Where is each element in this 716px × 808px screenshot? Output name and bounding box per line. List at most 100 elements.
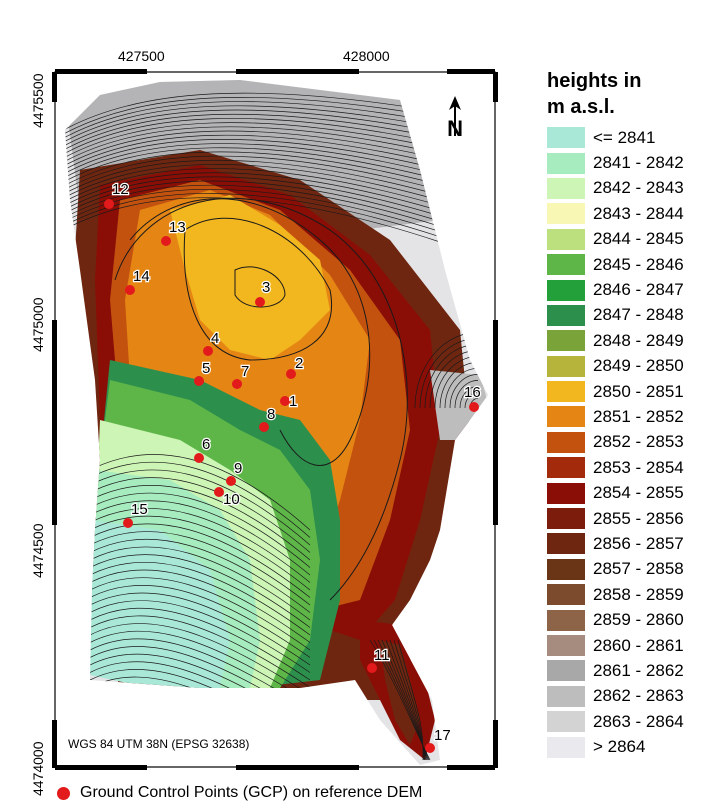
gcp-marker bbox=[203, 346, 213, 356]
gcp-point: 6 bbox=[194, 435, 212, 463]
contour-line bbox=[89, 492, 311, 568]
contour-line bbox=[65, 118, 441, 157]
contour-line bbox=[89, 569, 311, 643]
contour-line bbox=[89, 500, 311, 576]
contour-line bbox=[65, 134, 441, 173]
gcp-marker bbox=[280, 396, 290, 406]
contour-line bbox=[65, 139, 441, 177]
legend-label: 2849 - 2850 bbox=[593, 356, 684, 376]
contour-line bbox=[65, 184, 441, 227]
contour-line bbox=[439, 362, 479, 409]
legend-row: 2841 - 2842 bbox=[547, 150, 715, 175]
contour-line bbox=[65, 159, 441, 197]
legend-row: 2843 - 2844 bbox=[547, 201, 715, 226]
legend-row: 2842 - 2843 bbox=[547, 176, 715, 201]
graticule-bars bbox=[52, 69, 498, 770]
contour-line bbox=[65, 155, 441, 193]
gcp-label: 7 bbox=[241, 363, 249, 380]
contour-line bbox=[65, 193, 441, 238]
gcp-point: 7 bbox=[232, 362, 251, 389]
contour-line bbox=[89, 469, 311, 546]
legend-rows: <= 2841 2841 - 2842 2842 - 2843 2843 - 2844… bbox=[547, 125, 715, 760]
legend-label: 2843 - 2844 bbox=[593, 203, 684, 223]
legend-swatch bbox=[547, 660, 585, 682]
contour-line bbox=[114, 197, 408, 601]
legend-row: 2848 - 2849 bbox=[547, 328, 715, 353]
legend-title: heights in m a.s.l. bbox=[547, 68, 715, 120]
legend-label: 2845 - 2846 bbox=[593, 254, 684, 274]
crs-label: WGS 84 UTM 38N (EPSG 32638) bbox=[68, 737, 250, 751]
legend-swatch bbox=[547, 685, 585, 707]
gcp-point: 17 bbox=[425, 726, 452, 753]
contour-line bbox=[65, 189, 441, 232]
gcp-point: 15 bbox=[123, 500, 149, 528]
x-tick-428000: 428000 bbox=[343, 48, 390, 64]
legend-row: 2850 - 2851 bbox=[547, 379, 715, 404]
contour-line bbox=[89, 577, 311, 651]
gcp-marker bbox=[194, 376, 204, 386]
gcp-label: 2 bbox=[295, 355, 303, 372]
legend-row: 2856 - 2857 bbox=[547, 531, 715, 556]
gcp-point: 5 bbox=[194, 359, 212, 386]
y-tick-4474000: 4474000 bbox=[30, 741, 46, 796]
y-tick-4475000: 4475000 bbox=[30, 297, 46, 352]
legend-row: <= 2841 bbox=[547, 125, 715, 150]
legend-label: 2862 - 2863 bbox=[593, 686, 684, 706]
legend-row: 2845 - 2846 bbox=[547, 252, 715, 277]
legend-title-line1: heights in bbox=[547, 70, 642, 92]
legend-label: 2861 - 2862 bbox=[593, 660, 684, 680]
legend-row: 2851 - 2852 bbox=[547, 404, 715, 429]
contour-line bbox=[65, 130, 441, 169]
contour-line bbox=[65, 113, 441, 153]
gcp-point: 2 bbox=[286, 354, 305, 379]
gcp-label: 4 bbox=[211, 330, 219, 347]
contour-line bbox=[89, 554, 311, 628]
contour-line bbox=[89, 600, 311, 673]
gcp-label: 8 bbox=[267, 406, 275, 423]
gcp-legend: Ground Control Points (GCP) on reference… bbox=[57, 784, 422, 802]
legend-row: 2863 - 2864 bbox=[547, 709, 715, 734]
contour-line bbox=[65, 172, 441, 212]
contour-line bbox=[459, 386, 479, 409]
legend-row: 2844 - 2845 bbox=[547, 227, 715, 252]
gcp-label: 3 bbox=[262, 279, 270, 296]
y-tick-4474500: 4474500 bbox=[30, 523, 46, 578]
legend-title-line2: m a.s.l. bbox=[547, 96, 615, 118]
contour-line bbox=[65, 151, 441, 189]
contour-line bbox=[65, 180, 441, 222]
contour-line bbox=[454, 380, 479, 409]
legend-swatch bbox=[547, 228, 585, 250]
gcp-marker bbox=[226, 476, 236, 486]
contour-line bbox=[89, 615, 311, 688]
gcp-label: 16 bbox=[464, 384, 481, 401]
x-tick-427500: 427500 bbox=[118, 48, 165, 64]
gcp-label: 10 bbox=[223, 491, 240, 508]
contour-line bbox=[89, 485, 311, 561]
gcp-point: 1 bbox=[280, 392, 299, 411]
gcp-marker bbox=[259, 422, 269, 432]
contour-line bbox=[89, 538, 311, 613]
legend-label: 2857 - 2858 bbox=[593, 559, 684, 579]
legend-label: 2863 - 2864 bbox=[593, 711, 684, 731]
contour-line bbox=[444, 368, 479, 409]
legend-row: 2858 - 2859 bbox=[547, 582, 715, 607]
gcp-point: 9 bbox=[226, 459, 244, 486]
gcp-point: 16 bbox=[463, 383, 482, 412]
contour-line bbox=[89, 561, 311, 636]
contour-line bbox=[65, 92, 441, 133]
north-arrow-letter: N bbox=[447, 116, 463, 141]
gcp-point: 14 bbox=[125, 267, 151, 295]
legend-swatch bbox=[547, 279, 585, 301]
legend-label: 2860 - 2861 bbox=[593, 635, 684, 655]
legend-row: 2853 - 2854 bbox=[547, 455, 715, 480]
gcp-label: 15 bbox=[131, 501, 148, 518]
legend-label: 2858 - 2859 bbox=[593, 584, 684, 604]
legend-swatch bbox=[547, 355, 585, 377]
gcp-label: 1 bbox=[289, 393, 297, 410]
contour-line bbox=[65, 101, 441, 141]
contour-line bbox=[89, 630, 311, 703]
contour-line bbox=[89, 508, 311, 583]
